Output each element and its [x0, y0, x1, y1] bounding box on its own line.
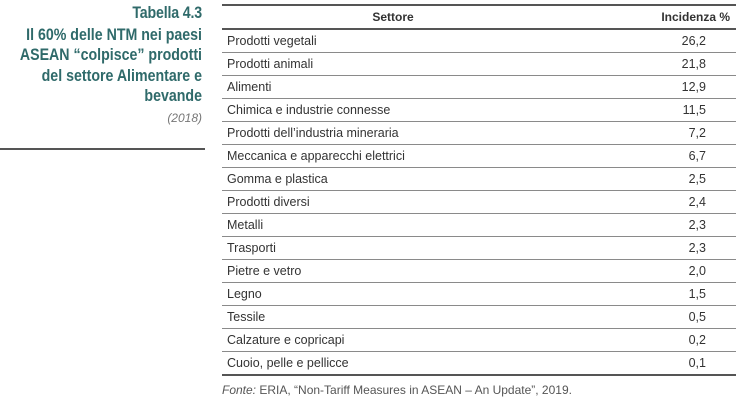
cell-sector: Chimica e industrie connesse	[222, 98, 564, 122]
table-row: Tessile 0,5	[222, 305, 736, 329]
cell-value: 2,5	[564, 167, 736, 191]
cell-value: 0,1	[564, 351, 736, 376]
cell-value: 0,5	[564, 305, 736, 329]
cell-sector: Prodotti vegetali	[222, 29, 564, 53]
cell-sector: Prodotti animali	[222, 52, 564, 76]
table-number: Tabella 4.3	[132, 4, 202, 22]
cell-sector: Prodotti dell’industria mineraria	[222, 121, 564, 145]
table-body: Prodotti vegetali 26,2 Prodotti animali 21,…	[222, 29, 736, 376]
table-caption: Tabella 4.3 Il 60% delle NTM nei paesi A…	[0, 0, 205, 150]
table-row: Prodotti vegetali 26,2	[222, 29, 736, 53]
table-row: Meccanica e apparecchi elettrici 6,7	[222, 144, 736, 168]
table-row: Gomma e plastica 2,5	[222, 167, 736, 191]
cell-sector: Trasporti	[222, 236, 564, 260]
cell-sector: Meccanica e apparecchi elettrici	[222, 144, 564, 168]
data-table-container: Settore Incidenza % Prodotti vegetali 26,…	[222, 4, 736, 376]
cell-sector: Tessile	[222, 305, 564, 329]
cell-sector: Metalli	[222, 213, 564, 237]
cell-value: 2,0	[564, 259, 736, 283]
cell-value: 26,2	[564, 29, 736, 53]
table-year: (2018)	[167, 111, 202, 125]
table-row: Prodotti diversi 2,4	[222, 190, 736, 214]
cell-value: 21,8	[564, 52, 736, 76]
cell-value: 12,9	[564, 75, 736, 99]
table-row: Chimica e industrie connesse 11,5	[222, 98, 736, 122]
data-table: Settore Incidenza % Prodotti vegetali 26,…	[222, 4, 736, 376]
cell-value: 7,2	[564, 121, 736, 145]
cell-value: 6,7	[564, 144, 736, 168]
source-note: Fonte: ERIA, “Non-Tariff Measures in ASE…	[222, 383, 572, 397]
table-row: Legno 1,5	[222, 282, 736, 306]
table-row: Metalli 2,3	[222, 213, 736, 237]
cell-value: 2,4	[564, 190, 736, 214]
cell-value: 1,5	[564, 282, 736, 306]
cell-sector: Alimenti	[222, 75, 564, 99]
cell-sector: Pietre e vetro	[222, 259, 564, 283]
header-value: Incidenza %	[564, 5, 736, 30]
table-header-row: Settore Incidenza %	[222, 5, 736, 30]
cell-sector: Legno	[222, 282, 564, 306]
table-row: Calzature e copricapi 0,2	[222, 328, 736, 352]
table-row: Alimenti 12,9	[222, 75, 736, 99]
table-row: Cuoio, pelle e pellicce 0,1	[222, 351, 736, 376]
cell-value: 2,3	[564, 236, 736, 260]
table-row: Trasporti 2,3	[222, 236, 736, 260]
cell-sector: Cuoio, pelle e pellicce	[222, 351, 564, 376]
table-row: Prodotti animali 21,8	[222, 52, 736, 76]
source-label: Fonte:	[222, 383, 257, 397]
table-row: Pietre e vetro 2,0	[222, 259, 736, 283]
cell-value: 2,3	[564, 213, 736, 237]
cell-sector: Gomma e plastica	[222, 167, 564, 191]
table-title: Il 60% delle NTM nei paesi ASEAN “colpis…	[19, 26, 203, 106]
source-text: ERIA, “Non-Tariff Measures in ASEAN – An…	[256, 383, 572, 397]
cell-value: 11,5	[564, 98, 736, 122]
table-row: Prodotti dell’industria mineraria 7,2	[222, 121, 736, 145]
header-sector: Settore	[222, 5, 564, 30]
cell-value: 0,2	[564, 328, 736, 352]
cell-sector: Prodotti diversi	[222, 190, 564, 214]
cell-sector: Calzature e copricapi	[222, 328, 564, 352]
